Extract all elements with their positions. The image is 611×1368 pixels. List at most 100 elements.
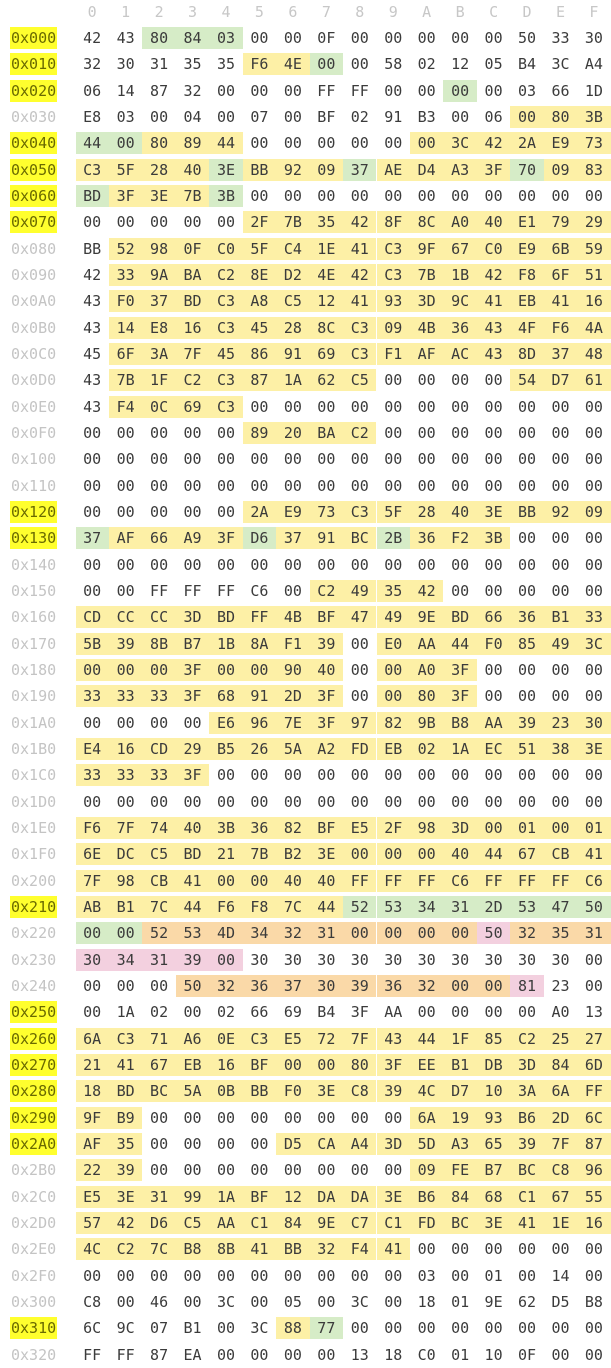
hex-byte[interactable]: 00	[376, 658, 410, 681]
hex-byte[interactable]: 0B	[209, 1080, 243, 1103]
hex-byte[interactable]: 35	[183, 55, 202, 74]
hex-byte[interactable]: 62	[309, 369, 344, 392]
hex-byte[interactable]: 00	[484, 371, 503, 390]
hex-byte[interactable]: 3F	[309, 711, 344, 734]
hex-byte[interactable]: 00	[75, 658, 109, 681]
hex-byte[interactable]: 00	[283, 29, 302, 47]
hex-byte[interactable]: 3C	[216, 1292, 236, 1311]
hex-byte[interactable]: 00	[283, 81, 302, 100]
hex-byte[interactable]: 47	[543, 895, 578, 918]
hex-byte[interactable]: 9C	[443, 290, 477, 313]
hex-byte[interactable]: C2	[343, 421, 377, 444]
hex-byte[interactable]: 00	[283, 555, 302, 574]
hex-byte[interactable]: 40	[309, 869, 344, 892]
hex-byte[interactable]: E8	[142, 316, 176, 339]
hex-byte[interactable]: 8C	[309, 316, 344, 339]
hex-byte[interactable]: 00	[116, 476, 135, 495]
hex-byte[interactable]: 00	[250, 450, 269, 469]
hex-byte[interactable]: CB	[142, 869, 176, 892]
hex-byte[interactable]: 00	[116, 555, 135, 574]
hex-byte[interactable]: 43	[376, 1027, 410, 1050]
hex-byte[interactable]: F1	[376, 342, 410, 365]
hex-byte[interactable]: 00	[350, 687, 369, 706]
hex-byte[interactable]: 43	[476, 316, 511, 339]
hex-byte[interactable]: AF	[108, 527, 143, 550]
hex-byte[interactable]: 00	[283, 766, 302, 785]
row-offset[interactable]: 0x1F0	[11, 845, 57, 864]
hex-byte[interactable]: 00	[350, 186, 369, 205]
hex-byte[interactable]: 00	[484, 792, 503, 811]
hex-byte[interactable]: 33	[108, 685, 143, 708]
hex-byte[interactable]: 3F	[350, 1003, 369, 1022]
hex-byte[interactable]: 7B	[410, 263, 444, 286]
hex-byte[interactable]: 00	[518, 476, 537, 495]
hex-byte[interactable]: BC	[343, 527, 377, 550]
hex-byte[interactable]: 83	[577, 158, 611, 181]
hex-byte[interactable]: 41	[376, 1238, 410, 1261]
hex-byte[interactable]: 00	[384, 397, 403, 416]
hex-byte[interactable]: 1B	[443, 263, 477, 286]
hex-byte[interactable]: 39	[510, 711, 544, 734]
hex-byte[interactable]: 36	[443, 316, 477, 339]
hex-byte[interactable]: C3	[343, 342, 377, 365]
hex-byte[interactable]: 00	[451, 186, 470, 205]
hex-byte[interactable]: 9C	[116, 1319, 135, 1338]
hex-byte[interactable]: 00	[384, 450, 403, 469]
hex-byte[interactable]: C3	[108, 1027, 143, 1050]
hex-byte[interactable]: CD	[75, 606, 109, 629]
hex-byte[interactable]: 14	[116, 81, 135, 100]
hex-byte[interactable]: 6A	[410, 1106, 444, 1129]
hex-byte[interactable]: AA	[410, 632, 444, 655]
hex-byte[interactable]: 69	[175, 395, 210, 418]
hex-byte[interactable]: 9E	[484, 1292, 503, 1311]
hex-byte[interactable]: 00	[183, 213, 202, 232]
hex-byte[interactable]: 3D	[410, 290, 444, 313]
hex-byte[interactable]: 9E	[410, 606, 444, 629]
hex-byte[interactable]: 8D	[510, 342, 544, 365]
hex-byte[interactable]: 3C	[350, 1292, 369, 1311]
hex-byte[interactable]: 7F	[108, 816, 143, 839]
hex-byte[interactable]: 00	[183, 1108, 202, 1127]
hex-byte[interactable]: 03	[116, 107, 135, 126]
hex-byte[interactable]: 2D	[476, 895, 511, 918]
hex-byte[interactable]: 09	[577, 500, 611, 523]
hex-byte[interactable]: 00	[250, 766, 269, 785]
hex-byte[interactable]: 30	[584, 29, 603, 47]
hex-byte[interactable]: 85	[510, 632, 544, 655]
hex-byte[interactable]: 00	[417, 766, 436, 785]
hex-byte[interactable]: 40	[443, 843, 477, 866]
hex-byte[interactable]: 4E	[276, 53, 310, 76]
hex-byte[interactable]: 00	[150, 1108, 169, 1127]
hex-byte[interactable]: 00	[83, 450, 102, 469]
hex-byte[interactable]: 52	[108, 237, 143, 260]
hex-byte[interactable]: 00	[484, 766, 503, 785]
hex-byte[interactable]: B9	[108, 1106, 143, 1129]
hex-byte[interactable]: 00	[83, 423, 102, 442]
hex-byte[interactable]: 00	[209, 658, 243, 681]
hex-byte[interactable]: 82	[276, 816, 310, 839]
hex-byte[interactable]: BF	[317, 107, 336, 126]
hex-byte[interactable]: 21	[75, 1053, 109, 1076]
hex-byte[interactable]: FF	[410, 869, 444, 892]
hex-byte[interactable]: 3F	[376, 1053, 410, 1076]
hex-byte[interactable]: 00	[309, 1053, 344, 1076]
hex-byte[interactable]: 37	[276, 527, 310, 550]
hex-byte[interactable]: 32	[209, 974, 243, 997]
hex-byte[interactable]: C4	[276, 237, 310, 260]
row-offset[interactable]: 0x2F0	[11, 1266, 57, 1285]
hex-byte[interactable]: 00	[384, 476, 403, 495]
hex-byte[interactable]: 00	[484, 660, 503, 679]
hex-byte[interactable]: A3	[443, 158, 477, 181]
hex-byte[interactable]: CC	[142, 606, 176, 629]
hex-byte[interactable]: 00	[350, 134, 369, 153]
hex-byte[interactable]: 53	[175, 922, 210, 945]
hex-byte[interactable]: 00	[376, 922, 410, 945]
hex-byte[interactable]: C5	[142, 843, 176, 866]
hex-byte[interactable]: 06	[484, 107, 503, 126]
hex-byte[interactable]: 00	[451, 766, 470, 785]
hex-byte[interactable]: 30	[75, 948, 109, 971]
hex-byte[interactable]: 30	[350, 950, 369, 969]
hex-byte[interactable]: 43	[83, 318, 102, 337]
hex-byte[interactable]: 00	[384, 555, 403, 574]
hex-byte[interactable]: 32	[183, 81, 202, 100]
